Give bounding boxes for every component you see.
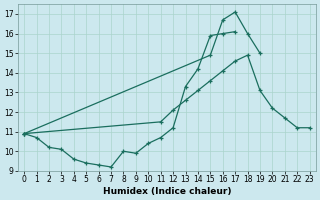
- X-axis label: Humidex (Indice chaleur): Humidex (Indice chaleur): [103, 187, 231, 196]
